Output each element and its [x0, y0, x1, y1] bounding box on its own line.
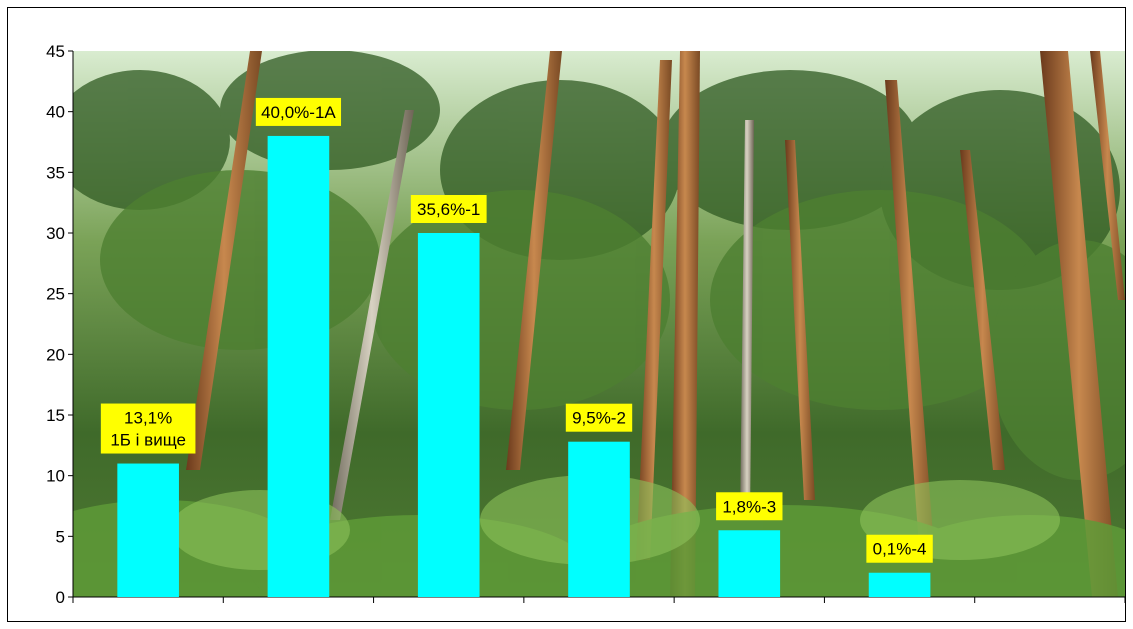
- y-tick-label: 25: [46, 285, 65, 304]
- data-label: 13,1%: [124, 409, 172, 428]
- data-label: 40,0%-1А: [261, 103, 336, 122]
- data-label-box: [866, 534, 933, 563]
- data-label: 0,1%-4: [873, 540, 927, 559]
- y-tick-label: 45: [46, 42, 65, 61]
- data-label-box: [410, 195, 487, 223]
- bar: [718, 530, 781, 597]
- x-axis: [72, 596, 1126, 603]
- data-label: 35,6%-1: [417, 200, 480, 219]
- bar: [868, 572, 931, 597]
- y-tick-label: 10: [46, 467, 65, 486]
- bar: [417, 233, 480, 597]
- y-tick-label: 35: [46, 163, 65, 182]
- data-label-box: [100, 403, 196, 454]
- bar: [267, 135, 330, 597]
- bar: [568, 441, 630, 597]
- data-label-box: [716, 492, 783, 521]
- data-label-box: [255, 97, 342, 126]
- y-tick-label: 5: [56, 527, 65, 546]
- y-tick-label: 20: [46, 345, 65, 364]
- y-tick-label: 15: [46, 406, 65, 425]
- data-label: 1,8%-3: [722, 497, 776, 516]
- y-axis: 0 5 10 15 20 25 30 35 40 45: [46, 42, 74, 607]
- y-tick-label: 30: [46, 224, 65, 243]
- y-tick-label: 0: [56, 588, 65, 607]
- y-tick-label: 40: [46, 103, 65, 122]
- data-label: 1Б і вище: [110, 431, 186, 450]
- data-labels: 13,1% 1Б і вище 40,0%-1А 35,6%-1 9,5%-2 1,8%-…: [100, 97, 933, 563]
- bar: [117, 463, 179, 597]
- data-label-box: [565, 403, 633, 432]
- data-label: 9,5%-2: [572, 409, 626, 428]
- bars: [117, 135, 931, 597]
